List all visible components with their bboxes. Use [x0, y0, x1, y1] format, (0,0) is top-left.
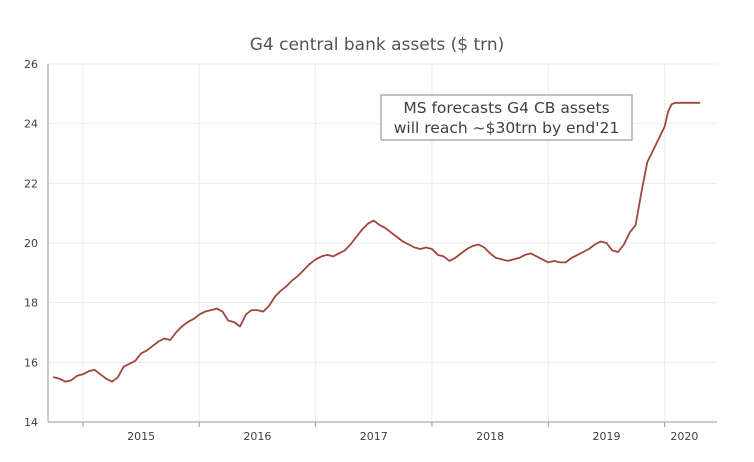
chart-title: G4 central bank assets ($ trn): [250, 35, 505, 55]
x-tick-label: 2015: [127, 430, 155, 443]
y-tick-label: 24: [24, 118, 38, 131]
annotation-line-1: MS forecasts G4 CB assets: [403, 99, 609, 117]
x-tick-label: 2016: [243, 430, 271, 443]
annotation: MS forecasts G4 CB assets will reach ~$3…: [380, 94, 633, 141]
y-tick-label: 18: [24, 297, 38, 310]
y-tick-label: 26: [24, 58, 38, 71]
series-line: [52, 101, 701, 383]
y-tick-label: 16: [24, 356, 38, 369]
y-tick-label: 14: [24, 416, 38, 429]
y-tick-label: 22: [24, 177, 38, 190]
y-tick-label: 20: [24, 237, 38, 250]
x-tick-label: 2017: [360, 430, 388, 443]
annotation-line-2: will reach ~$30trn by end'21: [394, 119, 619, 137]
x-tick-label: 2018: [476, 430, 504, 443]
axes: 14 16 18 20 22 24 26 2015 2016 2017 2018 2019 2020: [24, 58, 717, 443]
series-layer: [52, 101, 701, 383]
x-tick-label: 2019: [592, 430, 620, 443]
annotation-box: [380, 94, 633, 141]
x-tick-label: 2020: [670, 430, 698, 443]
